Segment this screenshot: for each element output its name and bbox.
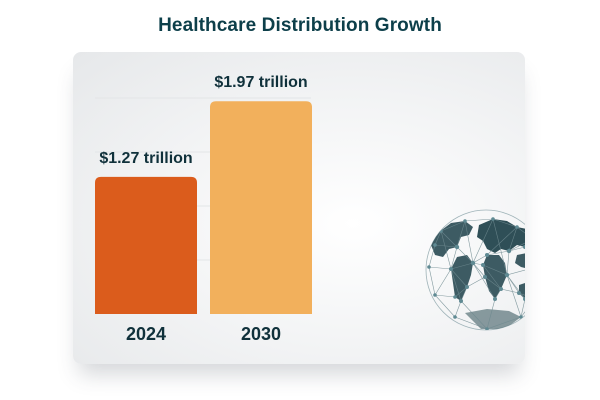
globe-network-icon: [425, 209, 525, 331]
chart-card: $1.27 trillion 2024 $1.97 trillion 2030: [73, 52, 525, 364]
bar-chart: $1.27 trillion 2024 $1.97 trillion 2030: [95, 74, 312, 344]
x-tick-label-2024: 2024: [126, 324, 166, 344]
data-label-2030: $1.97 trillion: [214, 74, 307, 91]
x-tick-label-2030: 2030: [241, 324, 281, 344]
bar-2024: [95, 176, 197, 314]
data-label-2024: $1.27 trillion: [99, 150, 192, 167]
bar-2030: [210, 101, 312, 314]
chart-title: Healthcare Distribution Growth: [158, 15, 442, 36]
